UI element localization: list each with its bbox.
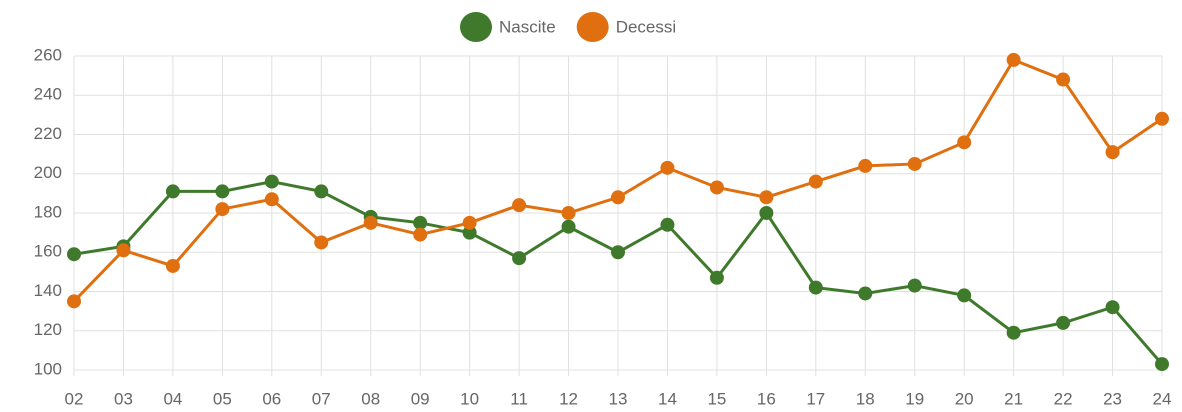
data-point	[462, 215, 477, 230]
data-point	[561, 219, 576, 234]
data-point	[957, 288, 972, 303]
data-point	[462, 225, 477, 240]
data-point	[759, 190, 774, 205]
data-point	[67, 247, 81, 262]
data-point	[1056, 315, 1071, 330]
x-tick-label: 11	[510, 389, 528, 408]
data-point	[1105, 300, 1120, 315]
x-tick-label: 09	[411, 389, 430, 408]
x-tick-label: 16	[757, 389, 776, 408]
data-point	[907, 278, 922, 293]
data-point	[512, 198, 527, 213]
data-point	[709, 180, 724, 195]
data-point	[611, 245, 625, 260]
data-point	[957, 135, 972, 150]
x-tick-label: 18	[856, 389, 875, 408]
data-point	[215, 202, 230, 217]
data-point	[363, 215, 378, 230]
x-tick-label: 19	[905, 389, 924, 408]
data-point	[215, 184, 230, 199]
x-tick-label: 10	[460, 389, 479, 408]
legend-marker	[576, 12, 609, 42]
data-point	[561, 206, 576, 220]
data-point	[759, 206, 774, 220]
legend-label: Nascite	[499, 17, 556, 36]
data-point	[808, 174, 823, 189]
y-tick-label: 240	[34, 85, 62, 104]
data-point	[1155, 111, 1169, 126]
data-point	[1105, 145, 1120, 160]
data-point	[314, 184, 329, 199]
y-tick-label: 100	[34, 359, 62, 378]
y-tick-label: 180	[34, 202, 62, 221]
x-tick-label: 04	[163, 389, 182, 408]
legend-marker	[460, 12, 492, 42]
x-tick-label: 05	[213, 389, 232, 408]
data-point	[413, 215, 428, 230]
data-point	[512, 251, 527, 266]
x-tick-label: 03	[114, 389, 133, 408]
x-tick-label: 23	[1103, 389, 1122, 408]
y-tick-label: 120	[34, 320, 62, 339]
data-point	[1155, 357, 1169, 372]
legend-label: Decessi	[616, 17, 676, 36]
x-tick-label: 22	[1054, 389, 1073, 408]
y-tick-label: 260	[34, 45, 62, 64]
data-point	[413, 227, 428, 242]
x-tick-label: 24	[1153, 389, 1172, 408]
data-point	[660, 217, 675, 232]
x-tick-label: 14	[658, 389, 677, 408]
data-point	[660, 160, 675, 175]
x-tick-label: 06	[262, 389, 281, 408]
data-point	[165, 258, 180, 273]
x-tick-label: 20	[955, 389, 974, 408]
y-tick-label: 140	[34, 281, 62, 300]
x-tick-label: 15	[707, 389, 726, 408]
y-tick-label: 160	[34, 242, 62, 261]
data-point	[808, 280, 823, 295]
x-tick-label: 08	[361, 389, 380, 408]
y-tick-label: 220	[34, 124, 62, 143]
y-tick-label: 200	[34, 163, 62, 182]
data-point	[314, 235, 329, 250]
data-point	[858, 286, 873, 301]
x-tick-label: 17	[806, 389, 825, 408]
data-point	[67, 294, 81, 309]
x-tick-label: 21	[1004, 389, 1023, 408]
x-tick-label: 12	[559, 389, 578, 408]
data-point	[264, 174, 279, 189]
data-point	[709, 270, 724, 285]
data-point	[1006, 52, 1021, 67]
x-tick-label: 13	[609, 389, 628, 408]
data-point	[116, 243, 131, 258]
data-point	[1006, 325, 1021, 340]
data-point	[858, 158, 873, 173]
x-tick-label: 02	[65, 389, 84, 408]
data-point	[1056, 72, 1071, 87]
data-point	[264, 192, 279, 207]
data-point	[907, 156, 922, 171]
data-point	[611, 190, 625, 205]
data-point	[165, 184, 180, 199]
x-tick-label: 07	[312, 389, 331, 408]
